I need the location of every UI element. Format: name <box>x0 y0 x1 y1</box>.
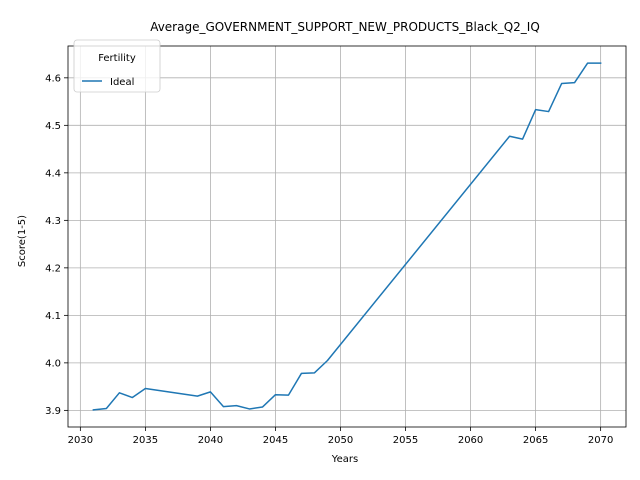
y-tick-label: 4.5 <box>45 121 61 132</box>
x-tick-label: 2055 <box>393 435 418 446</box>
y-axis-label: Score(1-5) <box>17 215 28 267</box>
legend-box <box>73 39 161 93</box>
x-axis-label: Years <box>331 454 358 465</box>
y-axis-ticks: 3.9 4.0 4.1 4.2 4.3 4.4 4.5 4.6 <box>45 73 68 417</box>
y-tick-label: 4.4 <box>45 168 61 179</box>
legend-entry-ideal: Ideal <box>110 77 134 88</box>
x-tick-label: 2035 <box>133 435 158 446</box>
x-axis-ticks: 2030 2035 2040 2045 2050 2055 2060 2065 2070 <box>68 427 613 446</box>
x-tick-label: 2065 <box>523 435 548 446</box>
y-tick-label: 4.1 <box>45 311 61 322</box>
x-tick-label: 2060 <box>458 435 483 446</box>
series-line-ideal <box>92 62 602 411</box>
y-tick-label: 4.3 <box>45 216 61 227</box>
y-tick-label: 4.6 <box>45 73 61 84</box>
plot-series <box>92 62 602 411</box>
x-tick-label: 2045 <box>263 435 288 446</box>
x-tick-label: 2040 <box>198 435 223 446</box>
x-tick-label: 2050 <box>328 435 353 446</box>
y-tick-label: 4.2 <box>45 263 61 274</box>
legend: Fertility Ideal <box>73 39 161 93</box>
y-tick-label: 3.9 <box>45 406 61 417</box>
y-tick-label: 4.0 <box>45 358 61 369</box>
x-tick-label: 2030 <box>68 435 93 446</box>
legend-title: Fertility <box>98 53 136 64</box>
chart-title: Average_GOVERNMENT_SUPPORT_NEW_PRODUCTS_… <box>150 20 540 34</box>
x-tick-label: 2070 <box>588 435 613 446</box>
plot-frame <box>67 45 627 428</box>
